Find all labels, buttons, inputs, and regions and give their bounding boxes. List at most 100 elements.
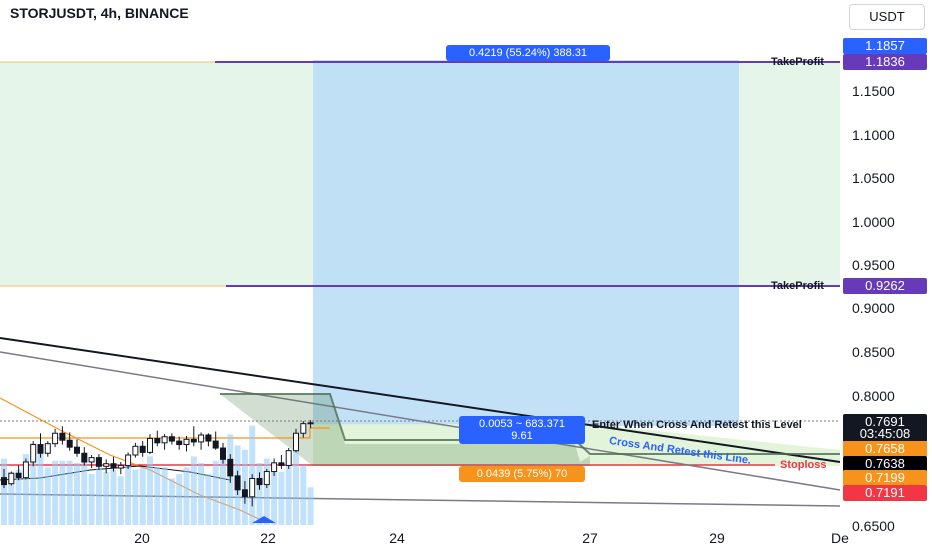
price-tag: 0.7199 bbox=[843, 470, 927, 486]
volume-bar bbox=[176, 474, 183, 525]
volume-bar bbox=[66, 460, 73, 525]
candle-body bbox=[212, 440, 219, 449]
candle-body bbox=[168, 436, 175, 442]
candle-body bbox=[263, 471, 270, 486]
y-tick-label: 0.6500 bbox=[852, 518, 895, 534]
target-badge: 0.4219 (55.24%) 388.31 bbox=[446, 45, 610, 61]
candle-body bbox=[37, 444, 44, 454]
volume-bar bbox=[59, 460, 66, 525]
candle-body bbox=[95, 457, 102, 467]
y-tick-label: 0.8000 bbox=[852, 388, 895, 404]
projection-shape bbox=[220, 394, 590, 466]
x-tick-label: 27 bbox=[582, 530, 598, 546]
x-tick-label: 22 bbox=[260, 530, 276, 546]
volume-bar bbox=[183, 467, 190, 525]
candle-body bbox=[30, 444, 37, 463]
entry-badge-line2: 9.61 bbox=[511, 430, 533, 442]
volume-bar bbox=[278, 471, 285, 525]
y-tick-label: 1.0500 bbox=[852, 170, 895, 186]
candle-body bbox=[249, 477, 256, 498]
volume-bar bbox=[117, 476, 124, 525]
candle-body bbox=[161, 436, 168, 444]
candle-body bbox=[147, 437, 153, 453]
candle-body bbox=[198, 434, 205, 443]
volume-bar bbox=[132, 469, 139, 525]
price-tag: 1.1857 bbox=[843, 38, 927, 54]
candle-body bbox=[300, 423, 307, 434]
volume-bar bbox=[220, 454, 226, 525]
y-tick-label: 1.1000 bbox=[852, 127, 895, 143]
volume-bar bbox=[110, 469, 117, 525]
volume-bar bbox=[22, 454, 29, 525]
volume-bar bbox=[263, 458, 270, 525]
y-tick-label: 1.0000 bbox=[852, 214, 895, 230]
candle-body bbox=[103, 463, 110, 467]
volume-bar bbox=[168, 478, 175, 525]
candle-body bbox=[88, 457, 95, 463]
candle-body bbox=[176, 440, 183, 446]
price-tag: 0.7638 bbox=[843, 456, 927, 472]
y-tick-label: 0.9000 bbox=[852, 300, 895, 316]
y-tick-label: 0.9500 bbox=[852, 257, 895, 273]
candle-body bbox=[285, 450, 292, 466]
candle-body bbox=[81, 452, 88, 463]
candle-body bbox=[241, 489, 248, 498]
trendline-upper bbox=[0, 337, 841, 463]
candle-body bbox=[271, 462, 278, 473]
volume-bar bbox=[81, 460, 88, 525]
entry-badge-line1: 0.0053 ~ 683.371 bbox=[479, 418, 565, 430]
price-tag: 1.1836 bbox=[843, 54, 927, 70]
stoploss-label: Stoploss bbox=[780, 459, 827, 471]
candle-body bbox=[117, 464, 124, 469]
enter-level-annotation: Enter When Cross And Retest this Level bbox=[592, 419, 802, 431]
x-tick-label: 20 bbox=[134, 530, 150, 546]
candles bbox=[1, 420, 314, 507]
volume-bars bbox=[1, 425, 314, 525]
volume-bar bbox=[212, 460, 219, 525]
candle-body bbox=[66, 439, 73, 448]
volume-bar bbox=[307, 487, 314, 525]
currency-button[interactable]: USDT bbox=[849, 4, 925, 30]
volume-bar bbox=[205, 474, 212, 525]
chart-title: STORJUSDT, 4h, BINANCE bbox=[10, 5, 189, 21]
volume-bar bbox=[88, 474, 95, 525]
volume-bar bbox=[139, 467, 146, 525]
price-tag: 0.7658 bbox=[843, 441, 927, 457]
take-profit-2-label: TakeProfit bbox=[771, 280, 824, 292]
candle-body bbox=[227, 458, 234, 477]
volume-bar bbox=[125, 465, 132, 525]
y-tick-label: 0.8500 bbox=[852, 344, 895, 360]
candle-body bbox=[154, 437, 161, 444]
entry-zone bbox=[313, 424, 840, 466]
candle-body bbox=[59, 432, 66, 441]
y-tick-label: 1.1500 bbox=[852, 83, 895, 99]
volume-bar bbox=[95, 467, 102, 525]
entry-badge: 0.0053 ~ 683.371 9.61 bbox=[459, 416, 585, 444]
volume-bar bbox=[44, 467, 51, 525]
x-tick-label: 24 bbox=[389, 530, 405, 546]
volume-bar bbox=[190, 456, 197, 525]
volume-bar bbox=[8, 471, 15, 525]
target-zone-highlight bbox=[313, 60, 739, 426]
candle-body bbox=[110, 463, 117, 469]
price-tag: 03:45:08 bbox=[843, 426, 927, 442]
candle-body bbox=[293, 432, 299, 452]
candle-body bbox=[220, 447, 226, 460]
candle-body bbox=[139, 445, 146, 453]
volume-bar bbox=[52, 460, 59, 525]
candle-body bbox=[8, 472, 15, 485]
volume-bar bbox=[271, 463, 278, 525]
volume-bar bbox=[74, 463, 80, 525]
volume-bar bbox=[198, 463, 205, 525]
candle-body bbox=[278, 462, 285, 466]
volume-bar bbox=[293, 447, 299, 525]
candle-body bbox=[256, 477, 263, 486]
candle-body bbox=[190, 438, 197, 443]
volume-bar bbox=[1, 458, 7, 525]
candle-body bbox=[52, 432, 59, 445]
candle-body bbox=[44, 443, 51, 454]
candle-body bbox=[234, 475, 241, 491]
price-tag: 0.9262 bbox=[843, 278, 927, 294]
candle-body bbox=[183, 438, 190, 446]
